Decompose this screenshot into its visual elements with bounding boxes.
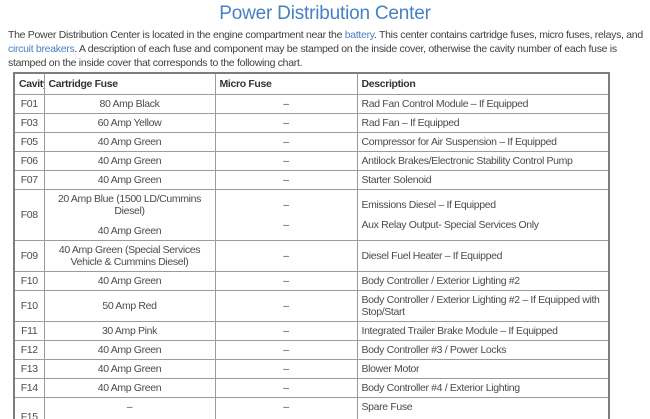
column-header-micro-fuse: Micro Fuse: [214, 72, 358, 95]
description-cell: Spare FuseSpecial Services Only: [356, 397, 610, 419]
cartridge-fuse-cell: 40 Amp Green: [43, 359, 216, 379]
cartridge-fuse-cell: 40 Amp Green: [43, 340, 216, 360]
fuse-table-body: F01 80 Amp Black – Rad Fan Control Module –…: [13, 94, 610, 419]
cavity-cell: F14: [13, 378, 45, 398]
micro-fuse-cell: –: [214, 94, 358, 114]
table-row: F14 40 Amp Green – Body Controller #4 / Ext…: [13, 378, 610, 398]
cavity-cell: F12: [13, 340, 45, 360]
description-cell: Emissions Diesel – If Equipped Aux Relay …: [356, 189, 610, 241]
cartridge-fuse-cell: 40 Amp Green: [43, 271, 216, 291]
column-header-cartridge-fuse: Cartridge Fuse: [43, 72, 216, 95]
table-row: F03 60 Amp Yellow – Rad Fan – If Equipped: [13, 113, 610, 133]
micro-fuse-cell: –: [214, 290, 358, 322]
micro-fuse-cell: –: [214, 340, 358, 360]
table-row: F10 40 Amp Green – Body Controller / Exteri…: [13, 271, 610, 291]
cartridge-fuse-cell: 60 Amp Yellow: [43, 113, 216, 133]
cavity-cell: F10: [13, 271, 45, 291]
description-cell: Body Controller / Exterior Lighting #2 –…: [356, 290, 610, 322]
micro-fuse-cell: ––: [214, 189, 358, 241]
cavity-cell: F05: [13, 132, 45, 152]
table-row: F08 20 Amp Blue (1500 LD/Cummins Diesel) 4…: [13, 189, 610, 241]
description-cell: Body Controller #3 / Power Locks: [356, 340, 610, 360]
cartridge-fuse-cell: 80 Amp Black: [43, 94, 216, 114]
page-title: Power Distribution Center: [219, 3, 431, 24]
micro-fuse-cell: –: [214, 240, 358, 272]
table-row: F07 40 Amp Green – Starter Solenoid: [13, 170, 610, 190]
intro-link-battery[interactable]: battery: [344, 29, 375, 41]
table-row: F05 40 Amp Green – Compressor for Air Suspe…: [13, 132, 610, 152]
column-header-cavity: Cavity: [13, 72, 45, 95]
cartridge-fuse-cell: 50 Amp Red: [43, 290, 216, 322]
cavity-cell: F01: [13, 94, 45, 114]
cartridge-fuse-cell: 40 Amp Green: [43, 378, 216, 398]
micro-fuse-cell: –: [214, 271, 358, 291]
description-cell: Rad Fan Control Module – If Equipped: [356, 94, 610, 114]
description-cell: Blower Motor: [356, 359, 610, 379]
description-cell: Body Controller #4 / Exterior Lighting: [356, 378, 610, 398]
cavity-cell: F07: [13, 170, 45, 190]
cartridge-fuse-cell: 20 Amp Blue (1500 LD/Cummins Diesel) 40 A…: [43, 189, 216, 241]
description-cell: Rad Fan – If Equipped: [356, 113, 610, 133]
micro-fuse-cell: –: [214, 132, 358, 152]
cartridge-fuse-cell: 40 Amp Green: [43, 151, 216, 171]
description-cell: Diesel Fuel Heater – If Equipped: [356, 240, 610, 272]
cartridge-fuse-cell: 40 Amp Green: [43, 170, 216, 190]
cavity-cell: F15: [13, 397, 45, 419]
micro-fuse-cell: –: [214, 378, 358, 398]
intro-text: . A description of each fuse and compone…: [8, 43, 617, 69]
description-cell: Compressor for Air Suspension – If Equip…: [356, 132, 610, 152]
micro-fuse-cell: –: [214, 151, 358, 171]
intro-text: . This center contains cartridge fuses, …: [373, 29, 643, 41]
description-cell: Integrated Trailer Brake Module – If Equ…: [356, 321, 610, 341]
intro-link-circuit-breakers[interactable]: circuit breakers: [8, 43, 75, 55]
cavity-cell: F11: [13, 321, 45, 341]
table-row: F13 40 Amp Green – Blower Motor: [13, 359, 610, 379]
table-row: F09 40 Amp Green (Special Services Vehicl…: [13, 240, 610, 272]
description-cell: Antilock Brakes/Electronic Stability Con…: [356, 151, 610, 171]
cartridge-fuse-cell: –40 Amp Green: [43, 397, 216, 419]
table-row: F15–40 Amp Green––Spare FuseSpecial Serv…: [13, 397, 610, 419]
table-row: F11 30 Amp Pink – Integrated Trailer Brake …: [13, 321, 610, 341]
micro-fuse-cell: –: [214, 170, 358, 190]
micro-fuse-cell: –: [214, 359, 358, 379]
table-row: F06 40 Amp Green – Antilock Brakes/Electron…: [13, 151, 610, 171]
table-row: F12 40 Amp Green – Body Controller #3 / Pow…: [13, 340, 610, 360]
cavity-cell: F10: [13, 290, 45, 322]
table-row: F01 80 Amp Black – Rad Fan Control Module –…: [13, 94, 610, 114]
cavity-cell: F03: [13, 113, 45, 133]
table-row: F10 50 Amp Red – Body Controller / Exterior…: [13, 290, 610, 322]
column-header-description: Description: [356, 72, 610, 95]
micro-fuse-cell: –: [214, 113, 358, 133]
fuse-table: Cavity Cartridge Fuse Micro Fuse Descrip…: [13, 72, 610, 419]
table-header-row: Cavity Cartridge Fuse Micro Fuse Descrip…: [13, 72, 610, 95]
intro-text: The Power Distribution Center is located…: [8, 29, 345, 41]
description-cell: Body Controller / Exterior Lighting #2: [356, 271, 610, 291]
cartridge-fuse-cell: 30 Amp Pink: [43, 321, 216, 341]
description-cell: Starter Solenoid: [356, 170, 610, 190]
cavity-cell: F08: [13, 189, 45, 241]
cartridge-fuse-cell: 40 Amp Green (Special Services Vehicle &…: [43, 240, 216, 272]
micro-fuse-cell: –: [214, 321, 358, 341]
cavity-cell: F09: [13, 240, 45, 272]
intro-paragraph: The Power Distribution Center is located…: [8, 28, 645, 70]
cavity-cell: F06: [13, 151, 45, 171]
cavity-cell: F13: [13, 359, 45, 379]
micro-fuse-cell: ––: [214, 397, 358, 419]
cartridge-fuse-cell: 40 Amp Green: [43, 132, 216, 152]
